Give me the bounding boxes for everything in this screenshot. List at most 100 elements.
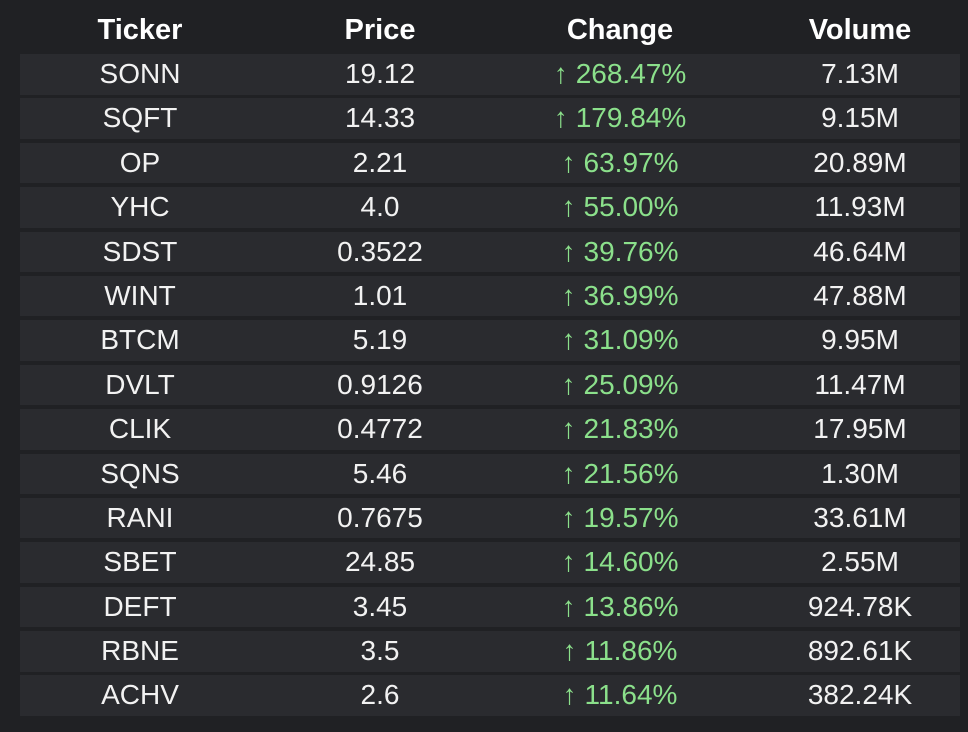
table-row: RANI 0.7675 ↑ 19.57% 33.61M [20,497,960,539]
change-value: 19.57% [583,501,679,533]
change-cell: ↑ 268.47% [500,54,740,95]
price-cell: 0.9126 [337,368,423,400]
change-value: 13.86% [583,590,679,622]
change-cell: ↑ 11.64% [500,675,740,716]
change-cell: ↑ 13.86% [500,587,740,628]
table-header: Ticker Price Change Volume [20,8,960,52]
table-row: YHC 4.0 ↑ 55.00% 11.93M [20,187,960,228]
up-arrow-icon: ↑ [561,590,576,622]
change-value: 63.97% [583,146,679,178]
volume-cell: 9.95M [821,324,899,356]
price-cell: 3.5 [360,635,400,667]
change-cell: ↑ 21.83% [500,409,740,450]
volume-cell: 33.61M [813,501,907,533]
volume-cell: 11.47M [814,368,906,400]
change-value: 14.60% [583,546,679,578]
header-change: Change [566,14,674,46]
volume-cell: 382.24K [807,679,913,711]
ticker-cell: WINT [104,279,176,311]
table-row: OP 2.21 ↑ 63.97% 20.89M [20,142,960,184]
ticker-cell: ACHV [101,679,179,711]
up-arrow-icon: ↑ [561,279,576,311]
change-cell: ↑ 179.84% [500,98,740,139]
volume-cell: 20.89M [813,146,907,178]
volume-cell: 17.95M [813,413,907,445]
up-arrow-icon: ↑ [561,457,576,489]
ticker-cell: RBNE [101,635,179,667]
up-arrow-icon: ↑ [561,191,576,223]
change-value: 21.56% [583,457,679,489]
up-arrow-icon: ↑ [561,501,576,533]
ticker-cell: CLIK [108,413,172,445]
price-cell: 0.7675 [337,501,423,533]
volume-cell: 47.88M [813,279,907,311]
change-value: 268.47% [575,58,687,89]
table-row: SDST 0.3522 ↑ 39.76% 46.64M [20,231,960,273]
up-arrow-icon: ↑ [553,102,568,134]
volume-cell: 9.15M [821,102,899,134]
volume-cell: 924.78K [807,590,913,622]
price-cell: 1.01 [352,279,408,311]
change-value: 39.76% [583,235,679,267]
table-row: DEFT 3.45 ↑ 13.86% 924.78K [20,586,960,628]
ticker-cell: SQFT [102,102,178,134]
ticker-cell: RANI [106,501,174,533]
table-row: ACHV 2.6 ↑ 11.64% 382.24K [20,675,960,716]
change-cell: ↑ 31.09% [500,320,740,361]
ticker-cell: SQNS [100,457,180,489]
change-value: 55.00% [583,191,679,223]
table-row: WINT 1.01 ↑ 36.99% 47.88M [20,275,960,317]
change-value: 31.09% [583,324,679,356]
up-arrow-icon: ↑ [562,635,577,667]
change-value: 179.84% [575,102,687,134]
volume-cell: 2.55M [821,546,899,578]
price-cell: 14.33 [344,102,416,134]
up-arrow-icon: ↑ [561,324,576,356]
price-cell: 5.46 [352,457,408,489]
change-cell: ↑ 25.09% [500,365,740,406]
ticker-cell: SBET [103,546,177,578]
table-row: BTCM 5.19 ↑ 31.09% 9.95M [20,320,960,361]
change-cell: ↑ 11.86% [500,631,740,672]
table-row: SONN 19.12 ↑ 268.47% 7.13M [20,54,960,95]
change-cell: ↑ 39.76% [500,232,740,273]
change-value: 21.83% [583,413,679,445]
header-ticker: Ticker [97,14,183,46]
change-value: 11.86% [584,635,678,667]
change-value: 11.64% [584,679,678,711]
volume-cell: 11.93M [814,191,906,223]
ticker-cell: SONN [99,58,181,89]
table-row: RBNE 3.5 ↑ 11.86% 892.61K [20,631,960,672]
table-row: SBET 24.85 ↑ 14.60% 2.55M [20,542,960,583]
change-cell: ↑ 21.56% [500,454,740,495]
ticker-cell: YHC [110,191,170,223]
volume-cell: 46.64M [813,235,907,267]
change-value: 36.99% [583,279,679,311]
change-cell: ↑ 55.00% [500,187,740,228]
up-arrow-icon: ↑ [561,368,576,400]
ticker-cell: DEFT [103,590,177,622]
ticker-cell: DVLT [105,368,175,400]
header-volume: Volume [808,14,912,46]
price-cell: 0.3522 [337,235,423,267]
up-arrow-icon: ↑ [553,58,568,89]
change-cell: ↑ 63.97% [500,143,740,184]
change-cell: ↑ 14.60% [500,542,740,583]
change-cell: ↑ 36.99% [500,276,740,317]
price-cell: 5.19 [352,324,408,356]
header-price: Price [344,14,416,46]
volume-cell: 7.13M [821,58,899,89]
table-row: CLIK 0.4772 ↑ 21.83% 17.95M [20,409,960,450]
ticker-cell: SDST [102,235,178,267]
table-body: SONN 19.12 ↑ 268.47% 7.13M SQFT 14.33 ↑ 17… [20,54,960,720]
price-cell: 4.0 [360,191,400,223]
price-cell: 3.45 [352,590,408,622]
up-arrow-icon: ↑ [561,413,576,445]
price-cell: 2.21 [352,146,408,178]
price-cell: 19.12 [344,58,416,89]
ticker-cell: OP [119,146,161,178]
change-value: 25.09% [583,368,679,400]
volume-cell: 1.30M [821,457,899,489]
table-row: SQNS 5.46 ↑ 21.56% 1.30M [20,453,960,495]
